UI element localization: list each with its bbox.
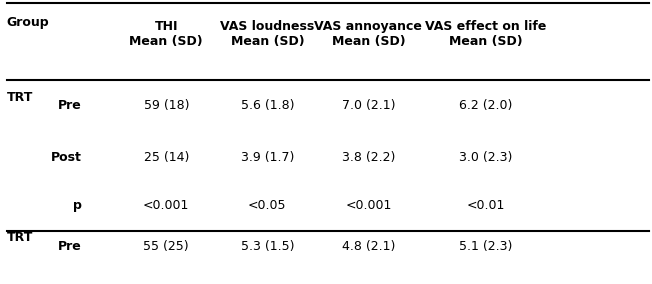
Text: 7.0 (2.1): 7.0 (2.1): [342, 99, 395, 112]
Text: 3.9 (1.7): 3.9 (1.7): [241, 151, 294, 164]
Text: VAS annoyance
Mean (SD): VAS annoyance Mean (SD): [314, 20, 422, 48]
Text: 55 (25): 55 (25): [143, 240, 189, 253]
Text: 59 (18): 59 (18): [143, 99, 189, 112]
Text: 25 (14): 25 (14): [143, 151, 189, 164]
Text: 5.6 (1.8): 5.6 (1.8): [241, 99, 294, 112]
Text: Group: Group: [7, 16, 49, 29]
Text: VAS loudness
Mean (SD): VAS loudness Mean (SD): [220, 20, 314, 48]
Text: THI
Mean (SD): THI Mean (SD): [130, 20, 203, 48]
Text: Post: Post: [51, 151, 82, 164]
Text: TRT: TRT: [7, 91, 33, 104]
Text: 5.1 (2.3): 5.1 (2.3): [459, 240, 512, 253]
Text: 3.8 (2.2): 3.8 (2.2): [342, 151, 395, 164]
Text: 6.2 (2.0): 6.2 (2.0): [459, 99, 512, 112]
Text: 5.3 (1.5): 5.3 (1.5): [241, 240, 294, 253]
Text: p: p: [72, 199, 82, 212]
Text: <0.001: <0.001: [345, 199, 392, 212]
Text: <0.05: <0.05: [248, 199, 287, 212]
Text: <0.001: <0.001: [143, 199, 190, 212]
Text: TRT: TRT: [7, 231, 33, 245]
Text: Pre: Pre: [58, 240, 82, 253]
Text: Pre: Pre: [58, 99, 82, 112]
Text: 3.0 (2.3): 3.0 (2.3): [459, 151, 512, 164]
Text: <0.01: <0.01: [467, 199, 505, 212]
Text: 4.8 (2.1): 4.8 (2.1): [342, 240, 395, 253]
Text: VAS effect on life
Mean (SD): VAS effect on life Mean (SD): [425, 20, 546, 48]
